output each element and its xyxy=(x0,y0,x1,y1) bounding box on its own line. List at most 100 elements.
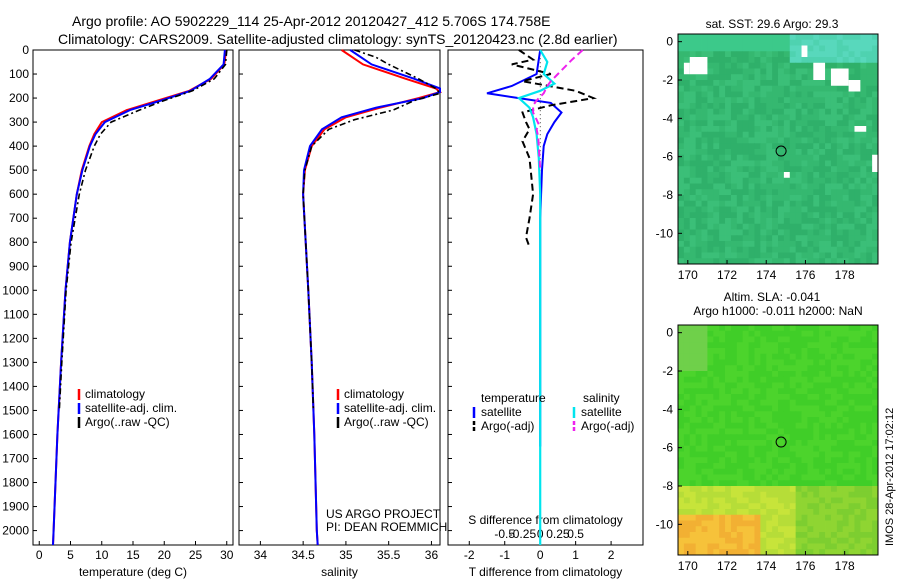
map-cell xyxy=(748,503,755,510)
map-cell xyxy=(807,252,814,259)
map-cell xyxy=(742,394,749,401)
map-cell xyxy=(719,80,726,87)
sla-map-title-line1: Altim. SLA: -0.041 xyxy=(724,290,821,304)
map-cell xyxy=(683,336,691,343)
map-cell xyxy=(707,457,714,464)
map-cell xyxy=(836,223,844,230)
map-cell xyxy=(789,34,797,41)
map-cell xyxy=(830,131,838,138)
map-cell xyxy=(783,549,791,556)
map-cell xyxy=(772,463,779,470)
map-cell xyxy=(872,177,879,184)
map-cell xyxy=(872,223,879,230)
map-cell xyxy=(772,252,779,259)
map-cell xyxy=(795,177,802,184)
map-cell xyxy=(795,325,802,332)
map-cell xyxy=(819,246,826,253)
map-cell xyxy=(801,526,808,533)
map-cell xyxy=(778,195,785,202)
map-cell xyxy=(678,509,685,516)
map-cell xyxy=(725,486,732,493)
map-cell xyxy=(778,514,785,521)
map-cell xyxy=(742,177,749,184)
map-cell xyxy=(742,103,749,110)
map-cell xyxy=(848,388,855,395)
map-cell xyxy=(772,514,779,521)
map-cell xyxy=(819,45,826,52)
map-cell xyxy=(842,336,849,343)
map-cell xyxy=(701,440,708,447)
map-cell xyxy=(836,497,844,504)
lon-tick-label: 178 xyxy=(835,268,855,282)
map-cell xyxy=(766,537,773,544)
map-cell xyxy=(783,108,791,115)
map-cell xyxy=(742,246,749,253)
map-cell xyxy=(689,223,697,230)
map-cell xyxy=(819,325,826,332)
map-cell xyxy=(701,371,708,378)
map-cell xyxy=(707,348,714,355)
map-cell xyxy=(772,114,779,121)
map-cell xyxy=(742,468,749,475)
map-cell xyxy=(695,353,702,360)
map-cell xyxy=(754,149,761,156)
map-cell xyxy=(701,376,708,383)
map-cell xyxy=(754,348,761,355)
map-cell xyxy=(860,330,867,337)
map-cell xyxy=(748,85,755,92)
map-cell xyxy=(754,212,761,219)
map-cell xyxy=(748,160,755,167)
map-cell xyxy=(736,532,744,539)
map-cell xyxy=(736,137,744,144)
legend-label: satellite-adj. clim. xyxy=(344,401,436,415)
map-cell xyxy=(854,325,861,332)
map-cell xyxy=(748,388,755,395)
map-cell xyxy=(866,137,873,144)
map-cell xyxy=(778,405,785,412)
map-cell xyxy=(795,189,802,196)
map-cell xyxy=(807,526,814,533)
map-cell xyxy=(707,103,714,110)
map-cell xyxy=(713,114,720,121)
map-cell xyxy=(848,445,855,452)
map-cell xyxy=(772,143,779,150)
map-cell xyxy=(842,388,849,395)
map-cell xyxy=(860,399,867,406)
map-cell xyxy=(736,235,744,242)
map-cell xyxy=(819,451,826,458)
map-cell xyxy=(866,422,873,429)
map-cell xyxy=(848,405,855,412)
map-cell xyxy=(848,218,855,225)
map-cell xyxy=(742,108,749,115)
map-cell xyxy=(825,143,832,150)
map-cell xyxy=(742,359,749,366)
map-cell xyxy=(825,537,832,544)
map-cell xyxy=(725,468,732,475)
map-cell xyxy=(872,218,879,225)
map-cell xyxy=(754,417,761,424)
map-cell xyxy=(836,480,844,487)
map-cell xyxy=(707,246,714,253)
map-cell xyxy=(701,108,708,115)
map-cell xyxy=(772,212,779,219)
map-cell xyxy=(854,166,861,173)
map-cell xyxy=(701,34,708,41)
map-cell xyxy=(789,172,797,179)
map-cell xyxy=(695,440,702,447)
map-cell xyxy=(836,229,844,236)
map-cell xyxy=(725,212,732,219)
map-cell xyxy=(730,526,738,533)
map-cell xyxy=(778,497,785,504)
map-cell xyxy=(860,62,867,69)
map-cell xyxy=(795,91,802,98)
map-cell xyxy=(707,160,714,167)
map-cell xyxy=(725,434,732,441)
map-cell xyxy=(683,388,691,395)
map-cell xyxy=(730,503,738,510)
map-cell xyxy=(872,51,879,58)
map-cell xyxy=(730,388,738,395)
map-cell xyxy=(701,549,708,556)
map-cell xyxy=(789,57,797,64)
map-cell xyxy=(813,342,820,349)
map-cell xyxy=(748,149,755,156)
